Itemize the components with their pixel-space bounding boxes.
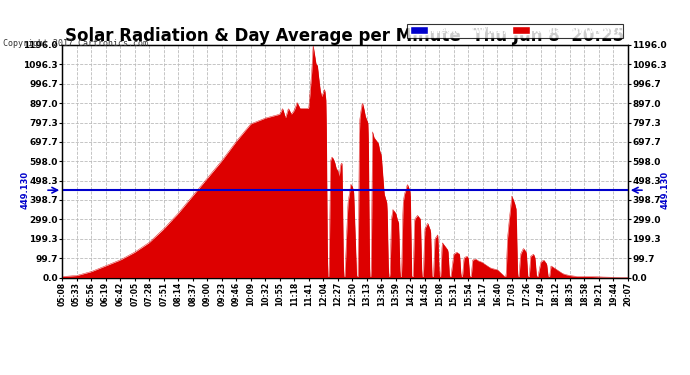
- Title: Solar Radiation & Day Average per Minute  Thu Jun 8  20:25: Solar Radiation & Day Average per Minute…: [66, 27, 624, 45]
- Text: 449.130: 449.130: [21, 171, 30, 209]
- Text: 449.130: 449.130: [660, 171, 669, 209]
- Legend: Median (w/m2), Radiation (w/m2): Median (w/m2), Radiation (w/m2): [407, 24, 623, 38]
- Text: Copyright 2017 Cartronics.com: Copyright 2017 Cartronics.com: [3, 39, 148, 48]
